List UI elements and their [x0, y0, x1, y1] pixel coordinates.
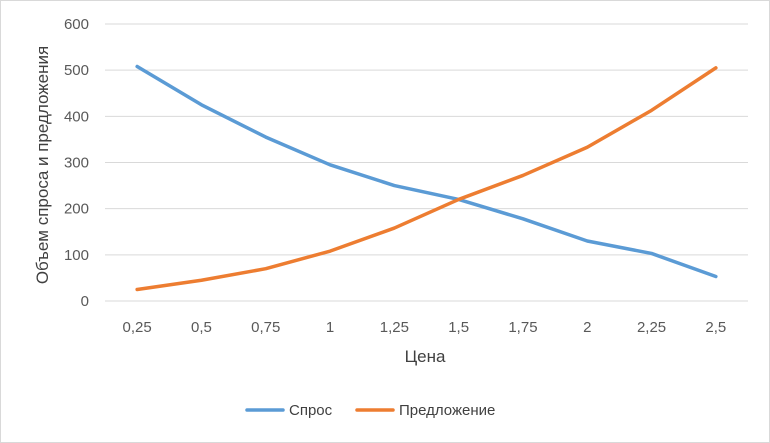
data-point	[457, 198, 460, 201]
x-tick-label: 1	[326, 319, 334, 336]
x-tick-label: 0,75	[251, 319, 280, 336]
data-point	[521, 174, 524, 177]
x-tick-label: 2,5	[705, 319, 726, 336]
data-point	[650, 252, 653, 255]
y-tick-label: 100	[64, 247, 89, 264]
data-point	[264, 136, 267, 139]
x-tick-label: 0,25	[123, 319, 152, 336]
data-point	[714, 275, 717, 278]
legend-item-1: Спрос	[245, 402, 333, 419]
legend: Спрос Предложение	[245, 402, 495, 419]
y-tick-label: 200	[64, 201, 89, 218]
data-point	[136, 65, 139, 68]
y-tick-label: 500	[64, 62, 89, 79]
data-point	[521, 217, 524, 220]
y-tick-label: 0	[81, 293, 89, 310]
data-point	[714, 66, 717, 69]
y-tick-label: 400	[64, 108, 89, 125]
legend-item-2: Предложение	[355, 402, 495, 419]
x-tick-label: 2,25	[637, 319, 666, 336]
y-tick-label: 300	[64, 155, 89, 172]
data-point	[393, 227, 396, 230]
legend-label: Предложение	[399, 402, 495, 419]
x-axis-ticks: 0,25 0,5 0,75 1 1,25 1,5 1,75 2 2,25 2,5	[123, 319, 727, 336]
y-axis-ticks: 0 100 200 300 400 500 600	[64, 16, 89, 310]
x-tick-label: 1,75	[508, 319, 537, 336]
data-point	[586, 146, 589, 149]
y-tick-label: 600	[64, 16, 89, 33]
data-point	[200, 279, 203, 282]
series-line-2	[135, 66, 718, 292]
x-tick-label: 1,5	[448, 319, 469, 336]
data-point	[393, 184, 396, 187]
data-point	[329, 250, 332, 253]
x-tick-label: 2	[583, 319, 591, 336]
data-point	[329, 163, 332, 166]
gridlines	[105, 23, 748, 302]
x-axis-title: Цена	[405, 347, 446, 366]
series-line-1	[135, 64, 718, 279]
series-lines	[135, 64, 718, 292]
x-tick-label: 1,25	[380, 319, 409, 336]
data-point	[264, 267, 267, 270]
data-point	[136, 288, 139, 291]
x-tick-label: 0,5	[191, 319, 212, 336]
data-point	[200, 103, 203, 106]
legend-label: Спрос	[289, 402, 333, 419]
data-point	[650, 109, 653, 112]
data-point	[586, 239, 589, 242]
y-axis-title: Объем спроса и предложения	[33, 46, 52, 284]
